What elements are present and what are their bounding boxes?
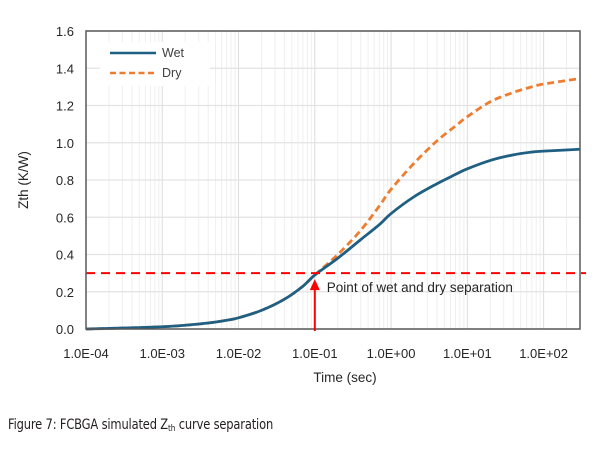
series-layer bbox=[85, 77, 581, 331]
series-line-wet bbox=[85, 147, 581, 331]
series-line-dry bbox=[85, 77, 581, 331]
y-axis-ticks: 0.0 0.2 0.4 0.6 0.8 1.0 1.2 1.4 1.6 bbox=[56, 24, 74, 337]
x-tick-label: 1.0E+00 bbox=[367, 346, 416, 361]
y-tick-label: 0.0 bbox=[56, 322, 74, 337]
caption-subscript: th bbox=[168, 424, 176, 434]
zth-chart: 0.00.20.40.60.81.01.21.41.6 1.0E-04 1.0E-… bbox=[16, 24, 586, 385]
legend-background bbox=[100, 42, 210, 86]
annotation-layer: Point of wet and dry separation bbox=[309, 279, 513, 331]
x-tick-label: 1.0E+02 bbox=[519, 346, 568, 361]
y-axis-title: Zth (K/W) bbox=[16, 151, 31, 209]
y-tick-label: 1.0 bbox=[56, 136, 74, 151]
y-tick-label: 0.8 bbox=[56, 173, 74, 188]
y-tick-label: 1.2 bbox=[56, 99, 74, 114]
annotation-arrow-head bbox=[309, 279, 320, 291]
separation-annotation: Point of wet and dry separation bbox=[327, 280, 513, 295]
y-tick-label: 0.2 bbox=[56, 285, 74, 300]
caption-suffix: curve separation bbox=[175, 417, 274, 433]
x-tick-label: 1.0E-02 bbox=[216, 346, 262, 361]
y-tick-label: 1.4 bbox=[56, 61, 74, 76]
x-tick-label: 1.0E-03 bbox=[139, 346, 185, 361]
x-tick-label: 1.0E-01 bbox=[292, 346, 338, 361]
legend-wet-label: Wet bbox=[162, 46, 185, 60]
legend: Wet Dry bbox=[100, 42, 210, 86]
x-axis-ticks: 1.0E-04 1.0E-03 1.0E-02 1.0E-01 1.0E+00 1.0E+… bbox=[63, 346, 568, 361]
y-tick-label: 0.6 bbox=[56, 210, 74, 225]
legend-dry-label: Dry bbox=[162, 66, 182, 80]
x-tick-label: 1.0E-04 bbox=[63, 346, 109, 361]
plot-area-frame bbox=[85, 30, 581, 330]
y-tick-label: 1.6 bbox=[56, 24, 74, 39]
y-tick-label: 0.4 bbox=[56, 248, 74, 263]
x-axis-title: Time (sec) bbox=[313, 370, 376, 385]
caption-prefix: Figure 7: FCBGA simulated Z bbox=[8, 417, 169, 433]
x-tick-label: 1.0E+01 bbox=[443, 346, 492, 361]
figure-caption: Figure 7: FCBGA simulated Zth curve sepa… bbox=[8, 417, 273, 434]
